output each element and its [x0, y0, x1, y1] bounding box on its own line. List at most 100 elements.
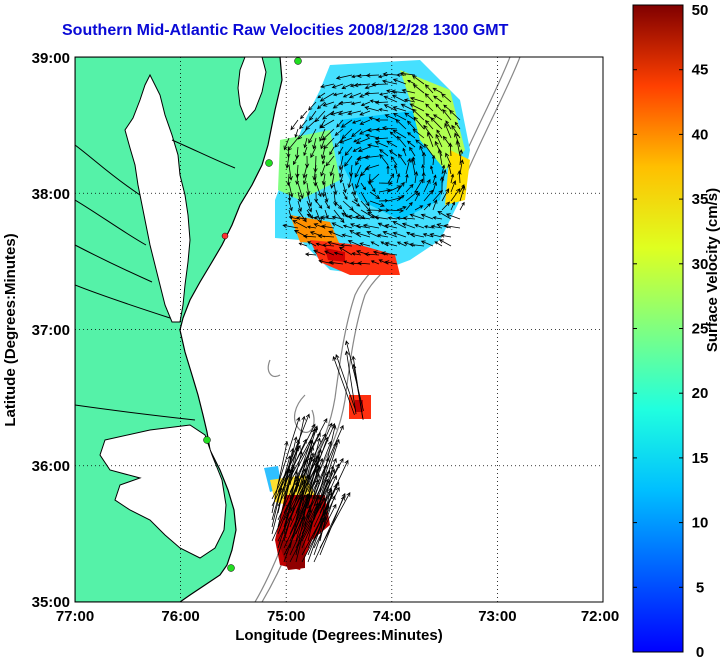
velocity-arrow: [402, 216, 416, 221]
velocity-arrow: [301, 469, 331, 535]
velocity-arrow: [354, 164, 362, 178]
velocity-arrow: [405, 157, 412, 175]
velocity-arrow: [360, 191, 370, 207]
velocity-arrow: [342, 182, 347, 194]
velocity-arrow: [414, 178, 424, 193]
velocity-arrow: [271, 440, 289, 514]
velocity-arrow: [338, 146, 344, 155]
velocity-arrow: [319, 463, 340, 507]
station-marker: [294, 57, 302, 65]
velocity-arrow: [321, 182, 326, 198]
velocity-arrow: [433, 114, 443, 121]
velocity-arrow: [415, 139, 425, 148]
velocity-arrow: [297, 182, 304, 200]
velocity-arrow: [434, 140, 443, 157]
velocity-arrow: [384, 241, 398, 247]
velocity-arrow: [341, 128, 353, 140]
velocity-arrow: [454, 132, 461, 148]
velocity-arrow: [338, 246, 353, 256]
velocity-arrow: [396, 206, 407, 211]
velocity-arrow: [396, 135, 407, 148]
velocity-arrow: [378, 181, 393, 186]
velocity-arrow: [340, 119, 353, 128]
velocity-arrow: [364, 164, 380, 171]
velocity-arrow: [343, 260, 353, 265]
velocity-arrow: [387, 208, 405, 213]
velocity-arrow: [319, 492, 346, 556]
y-tick-label: 35:00: [32, 594, 70, 611]
velocity-arrow: [390, 156, 398, 166]
velocity-arrow: [441, 164, 446, 175]
velocity-arrow: [445, 152, 452, 166]
velocity-arrow: [355, 155, 362, 166]
velocity-arrow: [424, 93, 434, 103]
velocity-arrow: [288, 182, 294, 198]
velocity-arrow: [309, 110, 317, 121]
velocity-arrow: [296, 216, 308, 221]
x-tick-label: 76:00: [161, 608, 199, 625]
velocity-arrow: [329, 173, 335, 189]
velocity-arrow: [331, 215, 344, 220]
choptank-river: [171, 139, 236, 169]
velocity-arrow: [405, 183, 414, 193]
velocity-arrow: [422, 233, 434, 238]
velocity-arrow: [283, 137, 290, 151]
colorbar-tick-label: 10: [692, 515, 709, 532]
velocity-arrow: [445, 213, 461, 220]
velocity-arrow: [297, 191, 302, 203]
velocity-arrow: [384, 223, 398, 229]
velocity-arrow: [287, 191, 292, 202]
velocity-arrow: [277, 416, 301, 486]
velocity-arrow: [338, 155, 344, 171]
velocity-arrow: [391, 94, 407, 103]
velocity-arrow: [423, 143, 434, 157]
x-tick-label: 77:00: [56, 608, 94, 625]
velocity-arrow: [375, 117, 389, 123]
velocity-arrow: [423, 225, 434, 229]
velocity-arrow: [336, 119, 344, 128]
velocity-arrow: [406, 120, 416, 130]
velocity-arrow: [424, 84, 434, 94]
velocity-arrow: [347, 239, 362, 247]
velocity-arrow: [411, 75, 425, 85]
velocity-arrow: [378, 199, 389, 203]
velocity-arrow: [371, 82, 389, 87]
velocity-arrow: [367, 143, 380, 148]
velocity-arrow: [459, 159, 464, 175]
velocity-arrow: [379, 153, 389, 166]
velocity-arrow: [370, 260, 380, 265]
velocity-arrow: [353, 137, 362, 143]
velocity-arrow: [320, 83, 335, 89]
velocity-arrow: [395, 118, 407, 130]
velocity-arrow: [433, 95, 443, 103]
velocity-arrow: [317, 92, 326, 99]
y-tick-label: 36:00: [32, 458, 70, 475]
velocity-arrow: [342, 224, 353, 229]
velocity-arrow: [322, 110, 335, 120]
velocity-arrow: [308, 128, 317, 144]
velocity-arrow: [413, 116, 425, 130]
velocity-arrow: [426, 131, 434, 148]
velocity-arrow: [413, 171, 419, 184]
velocity-arrow: [305, 119, 317, 131]
velocity-arrow: [288, 215, 299, 220]
velocity-arrow: [290, 119, 299, 131]
velocity-arrow: [286, 173, 291, 187]
velocity-arrow: [322, 101, 335, 107]
velocity-arrow: [447, 163, 452, 175]
velocity-arrow: [344, 146, 353, 156]
velocity-arrow: [360, 200, 371, 213]
velocity-arrow: [335, 353, 357, 412]
velocity-arrow: [301, 445, 315, 493]
velocity-arrow: [303, 137, 308, 149]
velocity-arrow: [360, 209, 375, 219]
velocity-arrow: [324, 250, 335, 256]
velocity-arrow: [382, 230, 398, 238]
velocity-arrow: [382, 72, 398, 77]
velocity-arrow: [436, 223, 452, 229]
velocity-arrow: [442, 108, 452, 121]
velocity-arrow: [328, 260, 344, 265]
velocity-arrow: [380, 241, 389, 247]
velocity-arrow: [396, 181, 405, 193]
velocity-arrow: [307, 241, 317, 247]
